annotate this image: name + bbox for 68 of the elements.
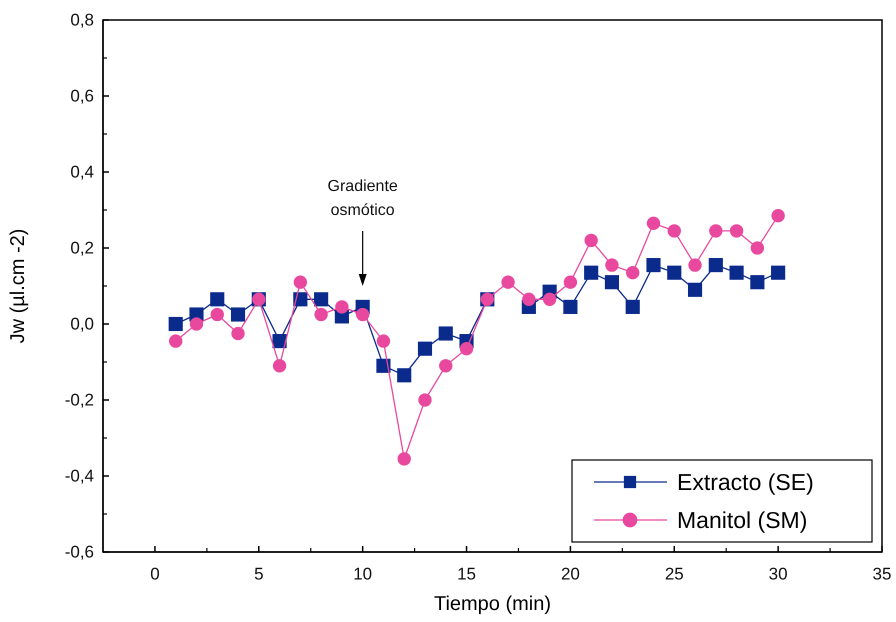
point bbox=[584, 266, 598, 280]
point bbox=[646, 216, 660, 230]
point bbox=[418, 342, 432, 356]
point bbox=[397, 368, 412, 382]
legend-label: Extracto (SE) bbox=[677, 469, 814, 495]
point bbox=[210, 308, 224, 322]
x-tick-label: 15 bbox=[457, 564, 476, 584]
y-tick-label: -0,6 bbox=[64, 542, 94, 562]
point bbox=[460, 342, 474, 356]
point bbox=[231, 326, 245, 340]
point bbox=[730, 224, 744, 238]
x-tick-label: 35 bbox=[872, 564, 892, 584]
point bbox=[668, 224, 681, 238]
point bbox=[210, 292, 224, 306]
point bbox=[418, 393, 432, 407]
point bbox=[522, 292, 536, 306]
point bbox=[168, 316, 183, 332]
annotation: Gradiente osmótico bbox=[328, 178, 398, 219]
point bbox=[584, 234, 598, 248]
point bbox=[356, 308, 370, 322]
y-tick-label: 0,4 bbox=[70, 162, 94, 182]
point bbox=[563, 300, 578, 314]
y-tick-label: 0,0 bbox=[70, 314, 94, 334]
point bbox=[667, 266, 682, 280]
point bbox=[708, 258, 723, 272]
point bbox=[688, 258, 702, 272]
point bbox=[646, 258, 661, 272]
point bbox=[730, 266, 744, 280]
legend-label: Manitol (SM) bbox=[677, 507, 808, 533]
y-axis-title: Jw (µl.cm -2) bbox=[7, 228, 29, 344]
x-tick-label: 10 bbox=[353, 564, 372, 584]
point bbox=[750, 275, 764, 290]
point bbox=[438, 326, 453, 341]
point bbox=[709, 224, 722, 238]
point bbox=[376, 334, 390, 348]
y-tick-label: 0,2 bbox=[70, 238, 94, 258]
y-tick-label: 0,8 bbox=[70, 10, 94, 30]
point bbox=[750, 241, 764, 255]
point bbox=[376, 358, 391, 373]
point bbox=[314, 308, 328, 322]
point bbox=[439, 359, 452, 372]
point bbox=[294, 276, 308, 289]
x-tick-label: 5 bbox=[254, 564, 264, 584]
x-tick-label: 30 bbox=[768, 564, 788, 584]
y-tick-label: 0,6 bbox=[70, 86, 94, 106]
x-tick-label: 25 bbox=[664, 564, 684, 584]
point bbox=[564, 276, 578, 289]
point bbox=[771, 209, 785, 222]
point bbox=[626, 266, 640, 280]
point bbox=[169, 334, 182, 348]
x-axis-title: Tiempo (min) bbox=[434, 593, 552, 615]
point bbox=[335, 300, 349, 314]
point bbox=[314, 292, 328, 306]
y-tick-label: -0,2 bbox=[64, 390, 94, 410]
point bbox=[542, 292, 556, 306]
x-tick-label: 0 bbox=[150, 564, 160, 584]
point bbox=[398, 452, 411, 466]
point bbox=[626, 300, 640, 314]
point bbox=[604, 275, 620, 290]
point bbox=[501, 276, 515, 289]
point bbox=[605, 258, 619, 272]
point bbox=[688, 282, 702, 297]
y-tick-label: -0,4 bbox=[64, 466, 94, 486]
point bbox=[771, 266, 786, 280]
point bbox=[230, 307, 246, 322]
point bbox=[190, 317, 204, 331]
point bbox=[272, 359, 286, 372]
x-tick-label: 20 bbox=[560, 564, 580, 584]
